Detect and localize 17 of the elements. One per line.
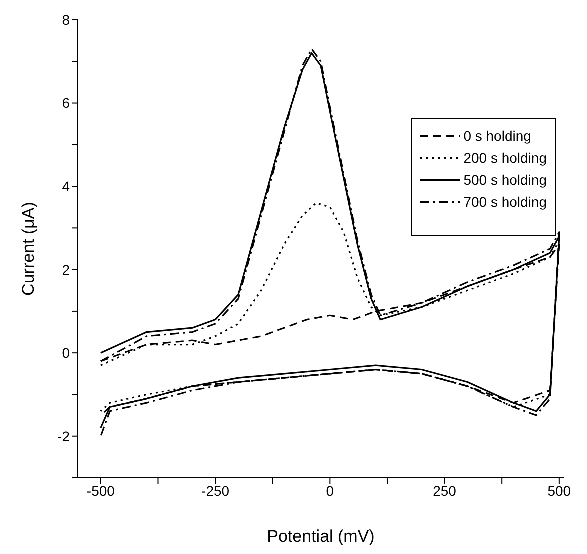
legend-label: 200 s holding [464, 150, 547, 166]
y-tick-label: -2 [58, 428, 70, 444]
y-tick-label: 2 [62, 262, 70, 278]
legend-label: 700 s holding [464, 194, 547, 210]
x-axis-title: Potential (mV) [267, 527, 375, 546]
y-tick-label: 4 [62, 178, 70, 195]
x-tick-label: -250 [202, 482, 230, 499]
x-tick-label: 500 [548, 482, 572, 499]
x-tick-label: 0 [326, 482, 334, 499]
legend-label: 0 s holding [464, 128, 532, 144]
y-axis-title: Current (μA) [19, 202, 38, 296]
y-tick-label: 8 [62, 12, 70, 28]
legend-label: 500 s holding [464, 172, 547, 188]
x-tick-label: -500 [86, 482, 116, 499]
x-tick-label: 250 [433, 482, 457, 499]
y-tick-label: 0 [62, 345, 70, 362]
y-tick-label: 6 [62, 95, 70, 112]
